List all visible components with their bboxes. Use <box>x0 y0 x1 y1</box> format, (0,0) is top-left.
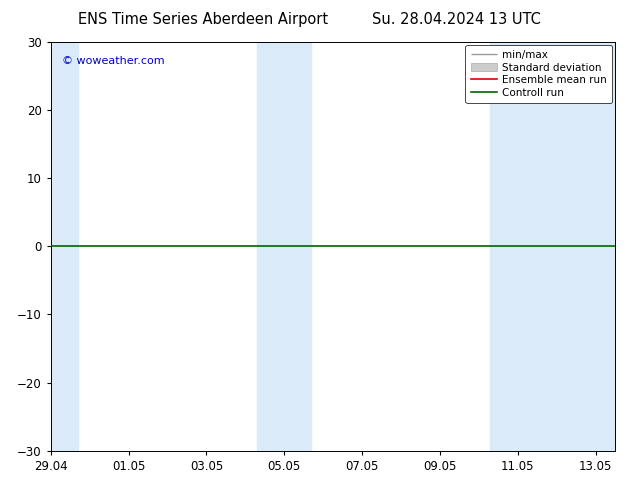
Text: © woweather.com: © woweather.com <box>62 56 165 66</box>
Legend: min/max, Standard deviation, Ensemble mean run, Controll run: min/max, Standard deviation, Ensemble me… <box>465 45 612 103</box>
Text: Su. 28.04.2024 13 UTC: Su. 28.04.2024 13 UTC <box>372 12 541 27</box>
Bar <box>491 42 619 451</box>
Bar <box>43 42 78 451</box>
Bar <box>257 42 311 451</box>
Text: ENS Time Series Aberdeen Airport: ENS Time Series Aberdeen Airport <box>78 12 328 27</box>
